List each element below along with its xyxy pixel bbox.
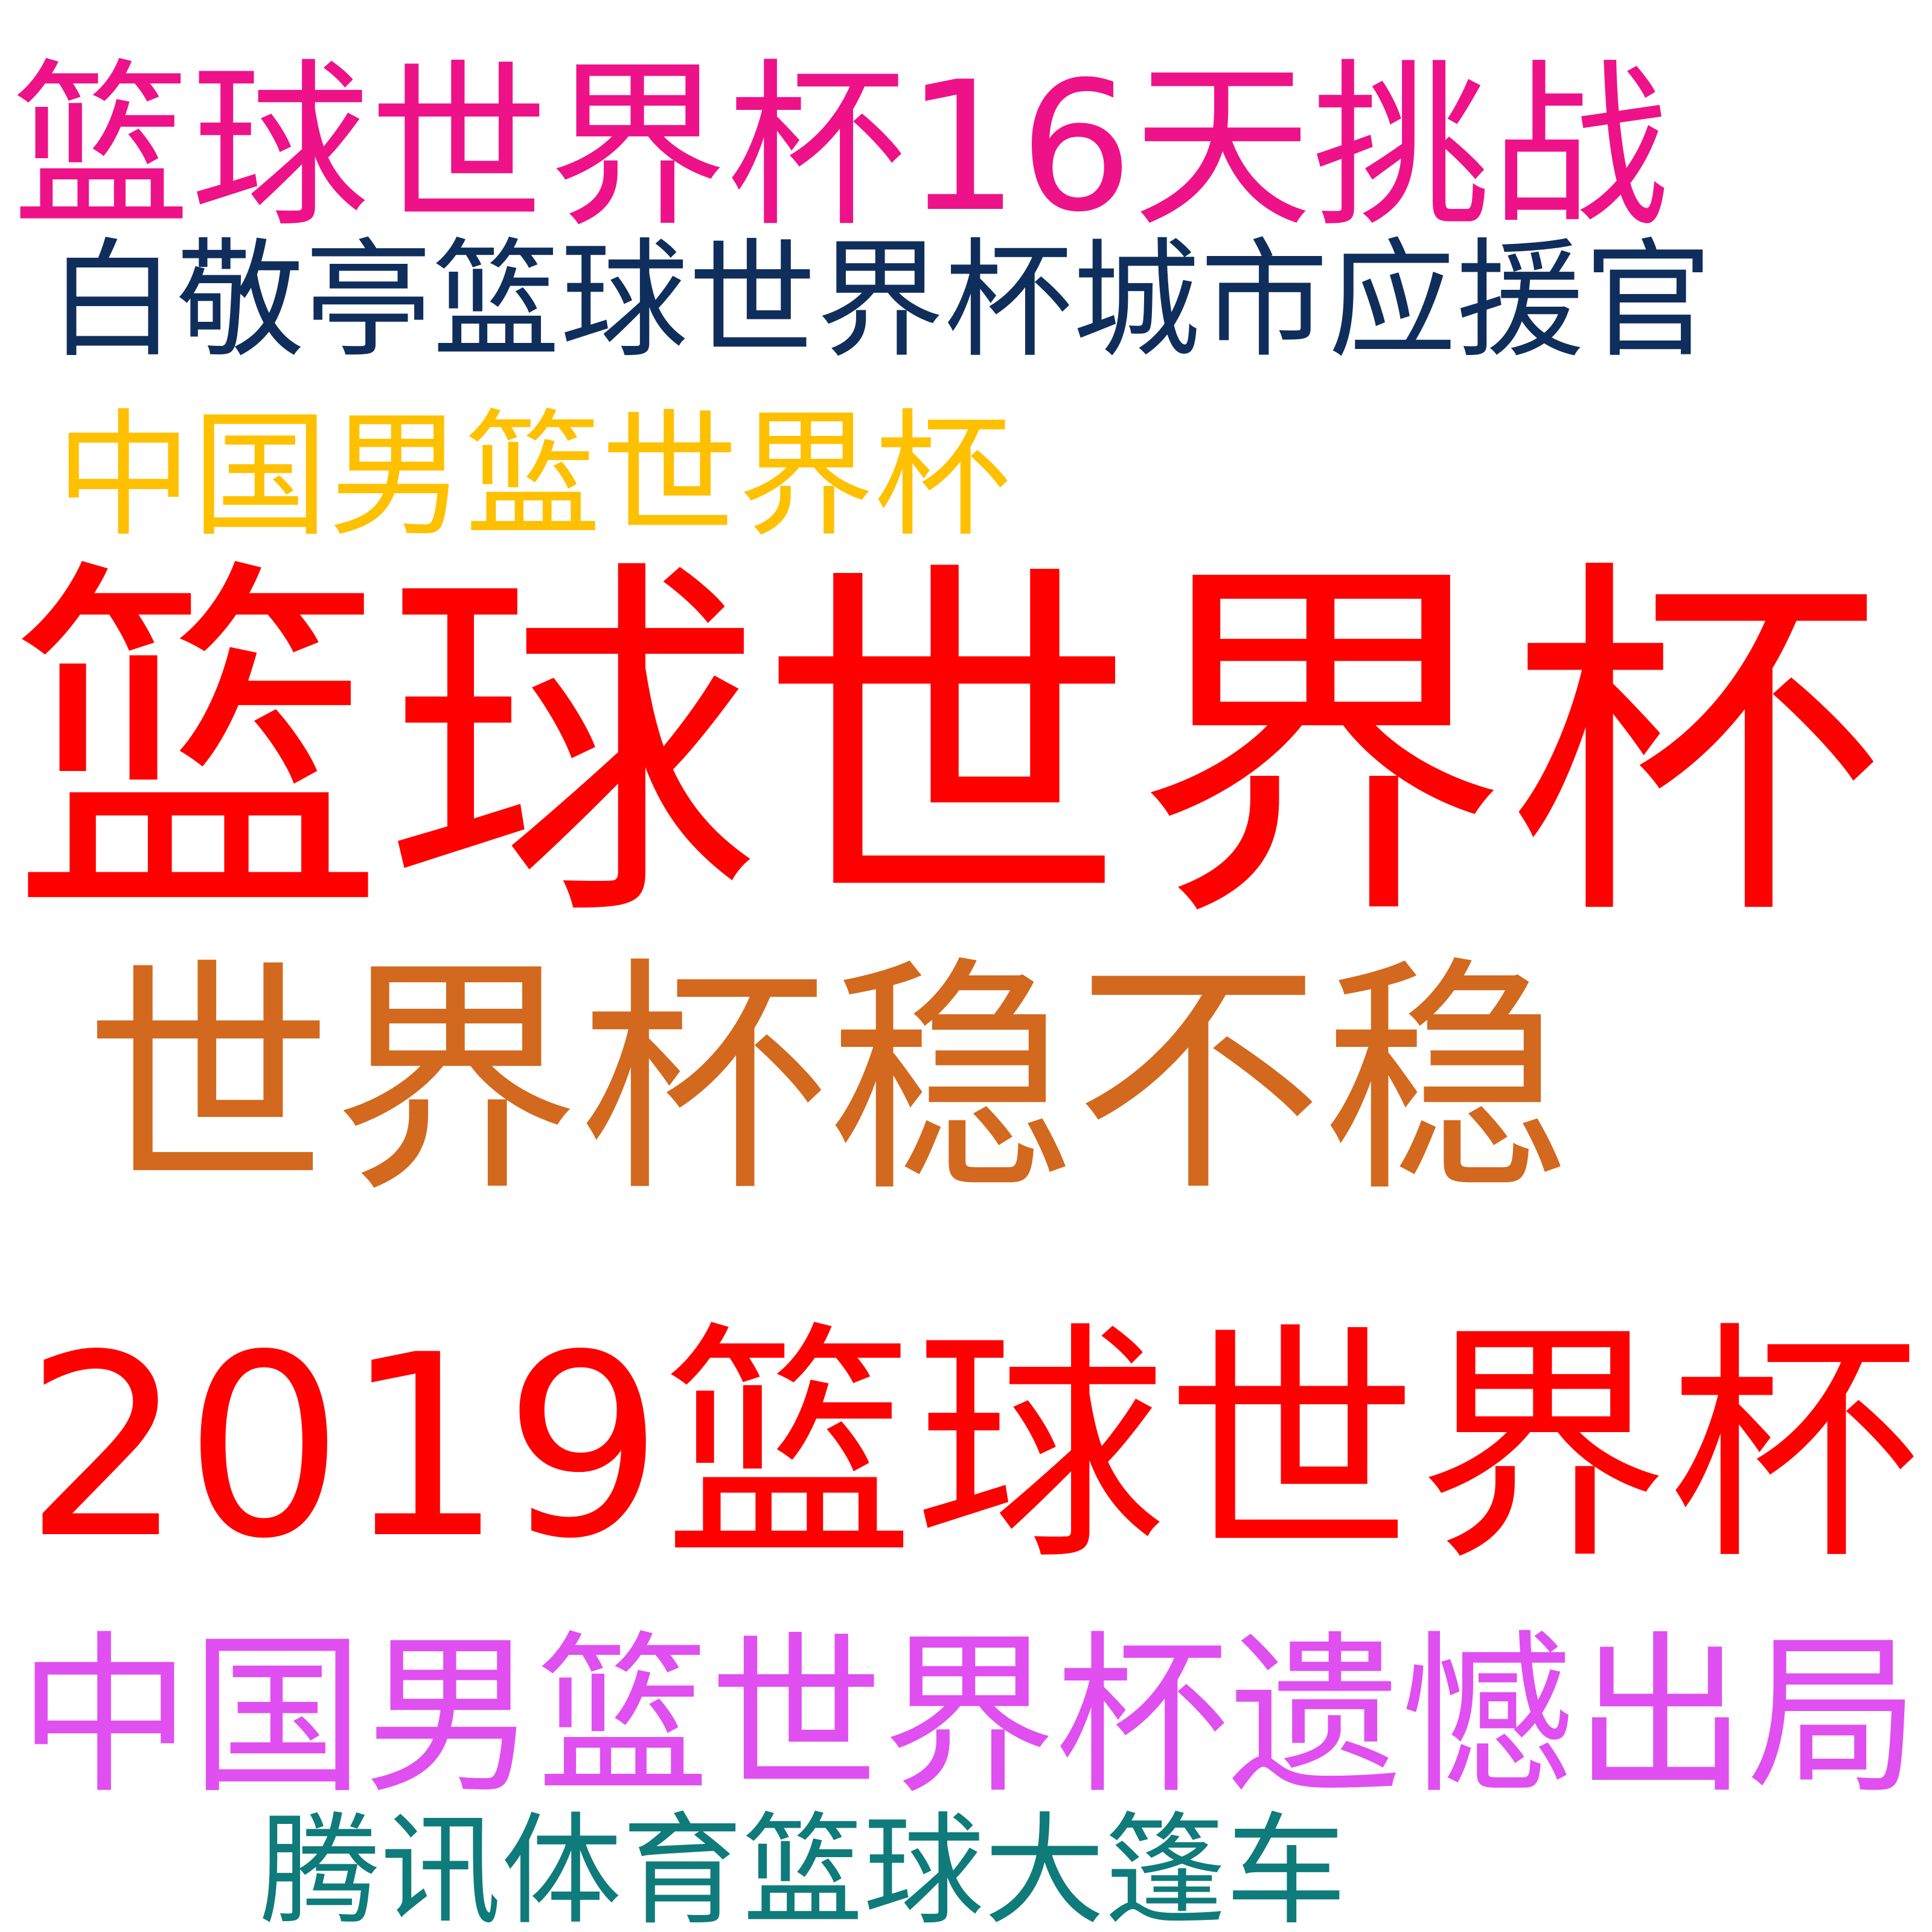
phrase-bai-jingting-city-ambassador: 白敬亭篮球世界杯城市应援官 bbox=[48, 226, 1712, 375]
phrase-china-mens-basketball-world-cup: 中国男篮世界杯 bbox=[56, 397, 1011, 555]
phrase-2019-basketball-world-cup: 2019篮球世界杯 bbox=[24, 1302, 1920, 1594]
phrase-tencent-sports-caravan: 腾讯体育篮球大篷车 bbox=[260, 1801, 1347, 1932]
phrase-china-eliminated: 中国男篮世界杯遗憾出局 bbox=[18, 1616, 1920, 1817]
phrase-basketball-world-cup: 篮球世界杯 bbox=[11, 531, 1882, 966]
phrase-world-cup-stable-or-not: 世界杯稳不稳 bbox=[85, 936, 1570, 1225]
phrase-basketball-world-cup-16-day-challenge: 篮球世界杯16天挑战 bbox=[12, 43, 1669, 251]
